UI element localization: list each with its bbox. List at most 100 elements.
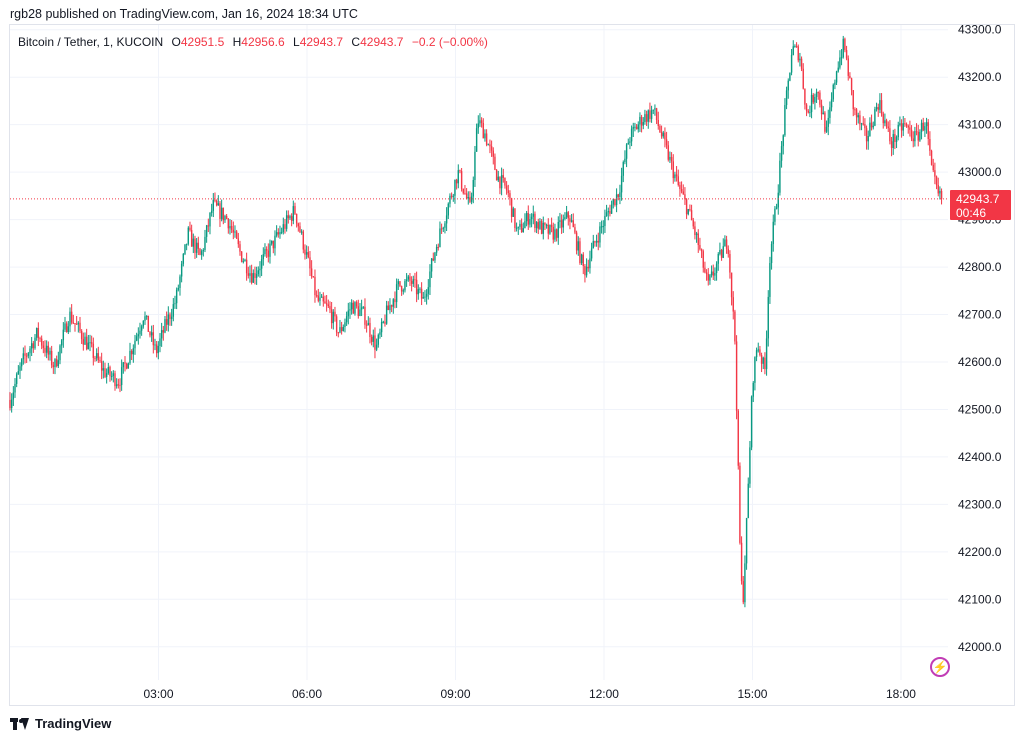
candle-body [240, 251, 243, 262]
candle-body [560, 220, 563, 228]
candle-body [72, 322, 75, 324]
y-tick-label: 42100.0 [958, 592, 1002, 606]
candle-body [785, 90, 788, 106]
candle-body [755, 350, 758, 358]
candle-body [460, 171, 463, 189]
candle-body [250, 273, 253, 283]
candle-body [214, 199, 216, 201]
candle-body [870, 122, 873, 128]
candle-body [620, 175, 623, 193]
candle-body [922, 122, 924, 131]
candle-body [842, 38, 844, 58]
candle-body [797, 46, 799, 61]
candle-body [35, 327, 38, 338]
candle-body [415, 279, 418, 295]
candle-body [694, 226, 696, 236]
candle-body [227, 218, 230, 229]
candle-body [700, 249, 703, 252]
candle-body [409, 276, 411, 281]
candle-body [260, 259, 263, 269]
candle-body [849, 75, 851, 79]
candle-body [727, 248, 729, 254]
lightning-icon[interactable]: ⚡ [930, 657, 950, 677]
candle-body [182, 253, 185, 264]
candle-body [350, 302, 353, 310]
candle-body [239, 244, 241, 252]
candle-body [364, 306, 366, 325]
candle-body [544, 222, 546, 225]
candles [9, 35, 943, 608]
candle-body [495, 169, 498, 181]
candle-body [610, 204, 613, 214]
candle-body [895, 137, 898, 142]
candle-body [120, 367, 123, 386]
candle-body [149, 331, 151, 336]
candle-body [159, 338, 161, 346]
candle-body [809, 112, 811, 114]
y-tick-label: 43100.0 [958, 118, 1002, 132]
candle-body [884, 120, 886, 124]
candle-body [595, 240, 598, 243]
candle-body [397, 281, 399, 285]
candle-body [285, 215, 288, 229]
candle-body [450, 195, 453, 197]
candle-body [630, 128, 633, 142]
candle-body [687, 209, 689, 215]
candle-body [734, 311, 736, 342]
candle-body [615, 194, 618, 206]
x-tick-label: 12:00 [589, 687, 619, 701]
candle-body [697, 233, 699, 246]
candle-body [910, 129, 913, 139]
candle-body [919, 131, 921, 141]
candle-body [832, 84, 834, 100]
candle-body [664, 132, 666, 140]
candle-body [885, 120, 888, 127]
legend-symbol[interactable]: Bitcoin / Tether, 1, KUCOIN [18, 35, 164, 49]
candle-body [554, 229, 556, 240]
candle-body [522, 228, 524, 233]
chart-frame[interactable] [9, 24, 1015, 706]
candle-body [565, 212, 568, 218]
candle-body [110, 375, 113, 377]
candle-body [800, 58, 803, 69]
candle-body [792, 46, 794, 55]
candle-body [637, 124, 639, 130]
candle-body [482, 122, 484, 139]
candle-body [284, 224, 286, 229]
candle-body [790, 54, 793, 73]
y-tick-label: 42400.0 [958, 450, 1002, 464]
tradingview-brand[interactable]: TradingView [10, 716, 111, 731]
candle-body [104, 368, 106, 377]
candle-body [802, 68, 804, 89]
candle-body [574, 227, 576, 233]
candle-body [445, 215, 448, 224]
candle-body [710, 271, 713, 276]
candle-body [220, 207, 223, 219]
candle-body [469, 197, 471, 202]
candle-body [762, 357, 764, 364]
candle-body [369, 322, 371, 337]
candle-body [679, 184, 681, 190]
candle-body [557, 221, 559, 238]
candle-body [639, 116, 641, 125]
candle-body [480, 120, 483, 123]
candle-body [112, 373, 115, 376]
candle-body [937, 185, 939, 194]
candle-body [725, 239, 728, 249]
candle-body [774, 208, 776, 222]
candle-body [382, 321, 384, 323]
candle-body [757, 349, 759, 351]
candle-body [417, 289, 419, 295]
candle-body [179, 276, 181, 288]
candle-body [264, 249, 266, 255]
candle-body [222, 207, 225, 221]
candle-body [904, 123, 906, 125]
candle-body [324, 301, 326, 304]
candle-body [57, 360, 60, 367]
candle-body [200, 251, 203, 255]
candle-body [420, 288, 423, 299]
candle-body [914, 131, 916, 142]
candle-body [515, 227, 518, 229]
candle-body [865, 128, 868, 142]
